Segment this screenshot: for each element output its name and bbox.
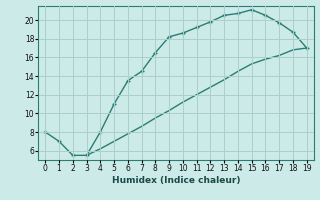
X-axis label: Humidex (Indice chaleur): Humidex (Indice chaleur) bbox=[112, 176, 240, 185]
